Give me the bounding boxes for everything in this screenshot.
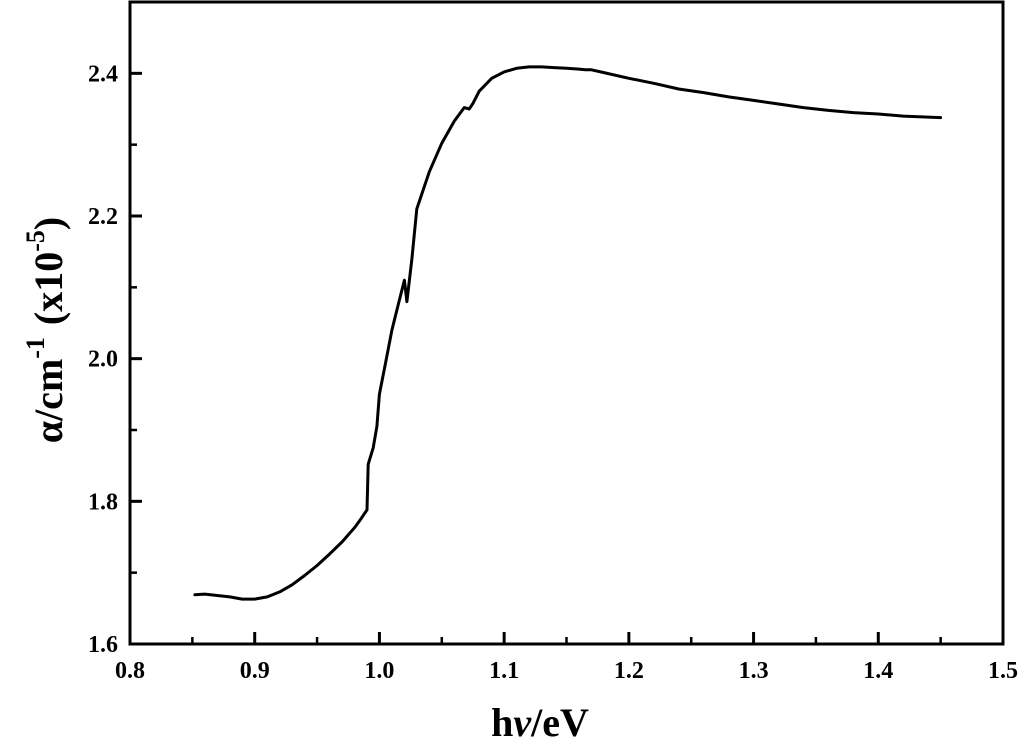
y-axis-title-sup1: -1 — [21, 337, 50, 359]
y-tick-label: 1.8 — [88, 489, 118, 515]
y-axis-title-main: α/cm — [26, 359, 71, 444]
y-tick-label: 1.6 — [88, 632, 118, 658]
x-tick-label: 1.1 — [489, 658, 519, 684]
x-tick-label: 1.0 — [364, 658, 394, 684]
x-axis-title: hv/eV — [491, 700, 589, 745]
y-axis-title-close: ) — [26, 217, 71, 230]
axis-ticks — [128, 0, 1005, 646]
y-tick-label: 2.0 — [88, 347, 118, 373]
x-tick-label: 1.4 — [863, 658, 893, 684]
x-tick-label: 1.3 — [739, 658, 769, 684]
y-tick-labels: 1.6 1.8 2.0 2.2 2.4 — [88, 61, 118, 658]
x-tick-labels: 0.8 0.9 1.0 1.1 1.2 1.3 1.4 1.5 — [115, 658, 1018, 684]
y-axis-title-sup2: -5 — [21, 230, 50, 252]
x-tick-label: 0.9 — [240, 658, 270, 684]
x-tick-label: 1.2 — [614, 658, 644, 684]
y-tick-label: 2.4 — [88, 61, 118, 87]
x-tick-label: 1.5 — [988, 658, 1018, 684]
x-axis-title-rest: /eV — [530, 700, 589, 745]
x-axis-title-italic: v — [513, 700, 532, 745]
y-axis-title-paren: (x10 — [26, 252, 71, 325]
x-tick-label: 0.8 — [115, 658, 145, 684]
x-axis-title-base: h — [491, 700, 513, 745]
plot-frame — [128, 0, 1005, 646]
y-tick-label: 2.2 — [88, 204, 118, 230]
y-axis-title: α/cm-1 (x10-5) — [21, 217, 71, 444]
absorption-curve — [193, 65, 943, 601]
